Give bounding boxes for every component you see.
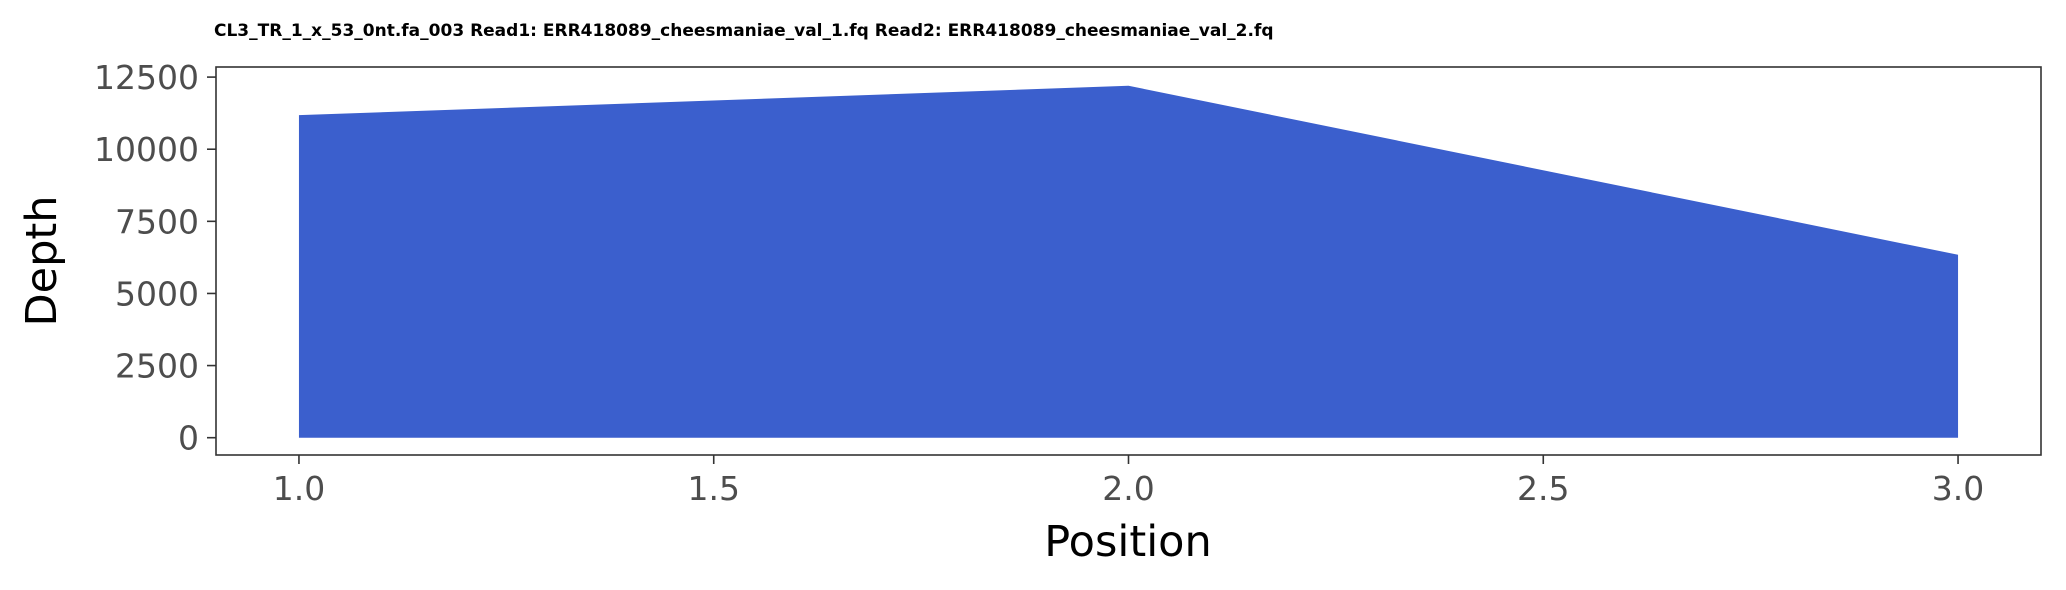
y-tick-label: 7500	[115, 202, 199, 241]
chart-title: CL3_TR_1_x_53_0nt.fa_003 Read1: ERR41808…	[214, 21, 1274, 41]
x-axis: 1.0 1.5 2.0 2.5 3.0	[273, 455, 1984, 508]
x-tick-label: 2.5	[1517, 469, 1569, 508]
y-tick-label: 5000	[115, 274, 199, 313]
y-axis: 0 2500 5000 7500 10000 12500	[94, 58, 216, 458]
y-tick-label: 10000	[94, 130, 199, 169]
y-axis-title: Depth	[17, 196, 67, 327]
y-tick-label: 12500	[94, 58, 199, 97]
x-tick-label: 2.0	[1102, 469, 1154, 508]
x-axis-title: Position	[1044, 517, 1211, 567]
y-tick-label: 2500	[115, 347, 199, 386]
x-tick-label: 1.5	[687, 469, 739, 508]
plot-area	[298, 85, 1959, 438]
y-tick-label: 0	[178, 419, 199, 458]
depth-area	[298, 85, 1959, 438]
x-tick-label: 3.0	[1932, 469, 1984, 508]
x-tick-label: 1.0	[273, 469, 325, 508]
